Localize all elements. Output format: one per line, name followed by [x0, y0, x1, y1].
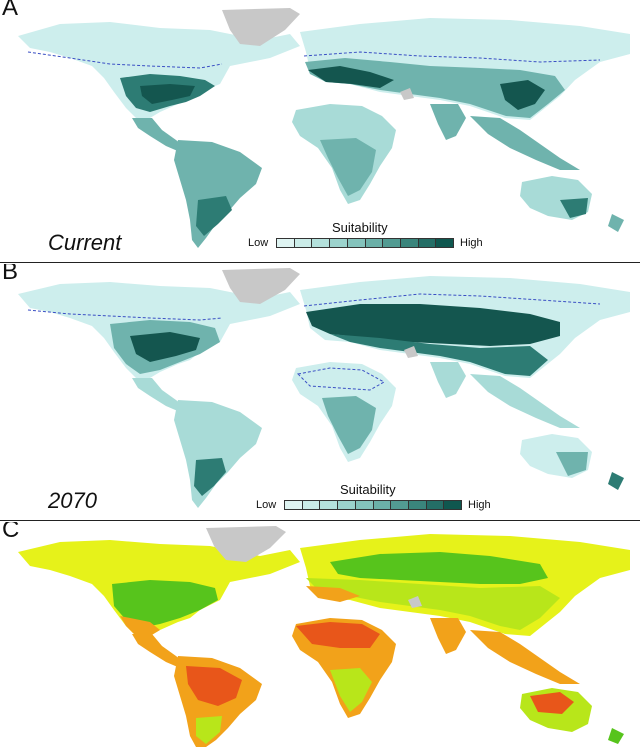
- north-america: [18, 22, 300, 120]
- australia-high: [560, 198, 588, 218]
- legend-color-bar: [284, 500, 462, 510]
- north-america-highest: [140, 84, 195, 104]
- legend-step: [355, 501, 374, 509]
- south-america-high: [196, 196, 232, 236]
- new-zealand: [608, 728, 624, 744]
- legend-high-label: High: [468, 499, 491, 511]
- legend-color-bar: [276, 238, 454, 248]
- legend-step: [383, 239, 401, 247]
- legend-title: Suitability: [340, 482, 396, 497]
- india: [430, 618, 466, 654]
- new-zealand: [608, 472, 624, 490]
- africa-mid: [320, 138, 376, 196]
- south-america: [174, 140, 262, 248]
- himalaya-grey: [408, 596, 422, 608]
- legend-step: [444, 501, 462, 509]
- legend-step: [426, 501, 445, 509]
- east-asia-high: [500, 80, 545, 110]
- legend-title: Suitability: [332, 220, 388, 235]
- greenland: [222, 268, 300, 304]
- legend-step: [285, 501, 303, 509]
- north-america-orange: [120, 616, 160, 638]
- legend-high-label: High: [460, 237, 483, 249]
- suitability-boundary-line-africa: [296, 367, 386, 391]
- panel-letter: A: [2, 0, 19, 21]
- legend-step: [294, 239, 313, 247]
- south-america: [174, 400, 262, 508]
- legend-step: [302, 501, 321, 509]
- south-america-red: [186, 666, 242, 706]
- legend-step: [391, 501, 409, 509]
- scenario-label: Current: [48, 230, 122, 255]
- legend-step: [408, 501, 427, 509]
- panel-letter: C: [2, 522, 20, 543]
- legend-step: [312, 239, 331, 247]
- north-america-highest: [130, 332, 200, 362]
- panel-letter: B: [2, 264, 19, 285]
- india: [430, 104, 466, 140]
- south-america-green: [196, 716, 222, 744]
- africa-red: [296, 622, 380, 648]
- suitability-legend: Suitability Low High: [248, 220, 488, 254]
- legend-step: [277, 239, 295, 247]
- legend-step: [338, 501, 356, 509]
- legend-step: [373, 501, 392, 509]
- eurasia-light-green: [306, 578, 560, 630]
- eurasia-green: [330, 552, 548, 584]
- suitability-boundary-line-eurasia: [303, 293, 601, 307]
- legend-low-label: Low: [256, 499, 277, 511]
- legend-low-label: Low: [248, 237, 269, 249]
- panel-divider: [0, 520, 640, 521]
- map-2070: [18, 268, 630, 508]
- map-change: [18, 526, 630, 747]
- suitability-boundary-line: [27, 51, 223, 69]
- central-america: [132, 118, 186, 152]
- panel-a-current: A Current Suitability Low High: [0, 0, 640, 262]
- australia-red: [530, 692, 574, 714]
- himalaya-grey: [404, 346, 418, 358]
- eurasia-high: [308, 66, 394, 88]
- panel-c-change: C: [0, 522, 640, 747]
- australia-mid: [556, 452, 588, 476]
- legend-step: [436, 239, 454, 247]
- panel-b-2070: B 2070 Suitability Low High: [0, 264, 640, 520]
- suitability-boundary-line: [27, 309, 223, 321]
- north-america-green: [112, 580, 218, 628]
- greenland: [206, 526, 286, 562]
- legend-step: [320, 501, 339, 509]
- himalaya-grey: [400, 88, 414, 100]
- se-asia: [470, 374, 580, 428]
- south-america-high: [194, 458, 226, 496]
- eurasia-highest: [306, 304, 560, 346]
- suitability-boundary-line-eurasia: [303, 51, 601, 63]
- eurasia-high: [330, 334, 548, 376]
- scenario-label: 2070: [48, 488, 97, 513]
- se-asia: [470, 630, 580, 684]
- africa-mid: [322, 396, 376, 454]
- legend-step: [418, 239, 437, 247]
- central-america: [132, 634, 186, 668]
- suitability-legend: Suitability Low High: [256, 482, 496, 516]
- greenland: [222, 8, 300, 46]
- legend-step: [330, 239, 348, 247]
- africa-green: [330, 668, 372, 712]
- central-america: [132, 378, 186, 412]
- new-zealand: [608, 214, 624, 232]
- legend-step: [400, 239, 419, 247]
- europe-orange: [306, 586, 360, 602]
- se-asia: [470, 116, 580, 170]
- india: [430, 362, 466, 398]
- panel-divider: [0, 262, 640, 263]
- legend-step: [365, 239, 384, 247]
- legend-step: [347, 239, 366, 247]
- map-current: [18, 8, 630, 248]
